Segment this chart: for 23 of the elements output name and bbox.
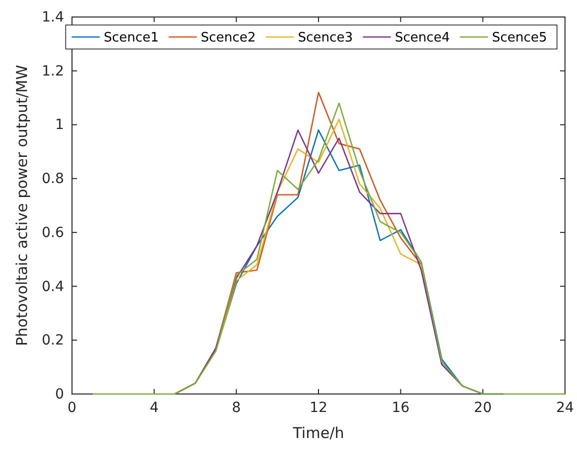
legend-label: Scence2: [200, 30, 256, 46]
y-axis-title: Photovoltaic active power output/MW: [13, 64, 31, 346]
y-tick-label: 0.2: [42, 332, 64, 349]
x-tick-label: 24: [556, 400, 574, 416]
y-tick-label: 0.6: [42, 224, 64, 241]
x-tick-label: 12: [310, 400, 328, 416]
y-tick-label: 1.2: [42, 63, 64, 80]
line-series: [92, 102, 566, 395]
legend-label: Scence4: [394, 30, 450, 46]
x-tick-label: 4: [150, 400, 159, 416]
legend-label: Scence5: [492, 30, 547, 46]
y-tick-label: 0.4: [42, 278, 64, 295]
y-tick-label: 0: [55, 386, 64, 402]
legend-label: Scence3: [298, 30, 353, 46]
y-tick-label: 1.4: [42, 9, 64, 26]
x-tick-label: 16: [392, 400, 410, 416]
x-axis-title: Time/h: [292, 424, 344, 442]
legend-label: Scence1: [104, 30, 159, 46]
x-tick-label: 0: [68, 400, 76, 416]
y-tick-label: 0.8: [42, 171, 64, 188]
y-tick-label: 1: [55, 117, 64, 134]
x-tick-label: 8: [232, 400, 241, 416]
x-tick-label: 20: [474, 400, 492, 416]
